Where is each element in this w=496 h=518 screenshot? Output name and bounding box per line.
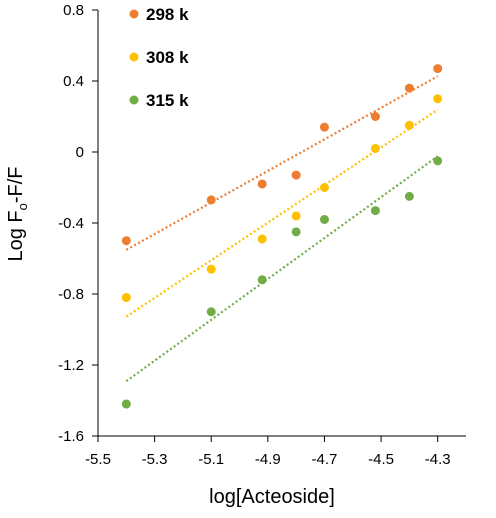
x-tick-label: -4.7 bbox=[312, 451, 338, 468]
data-point-308-k bbox=[121, 293, 131, 303]
x-tick-label: -5.1 bbox=[198, 451, 224, 468]
y-axis-title-subscript: o bbox=[15, 203, 30, 210]
data-point-298-k bbox=[370, 112, 380, 121]
data-point-298-k bbox=[121, 236, 131, 246]
legend-marker bbox=[129, 9, 139, 19]
data-point-308-k bbox=[404, 120, 414, 130]
legend-label: 308 k bbox=[146, 48, 189, 67]
data-point-298-k bbox=[404, 83, 414, 93]
legend-marker bbox=[129, 95, 139, 105]
legend-label: 315 k bbox=[146, 91, 189, 110]
x-tick-label: -5.3 bbox=[142, 451, 168, 468]
data-point-298-k bbox=[206, 195, 216, 205]
data-point-298-k bbox=[291, 170, 301, 180]
data-point-315-k bbox=[370, 206, 380, 216]
data-point-308-k bbox=[291, 211, 301, 221]
y-tick-label: -1.6 bbox=[58, 428, 84, 445]
data-point-315-k bbox=[121, 399, 131, 409]
data-point-308-k bbox=[370, 143, 380, 153]
data-point-308-k bbox=[319, 183, 329, 192]
y-tick-label: -0.4 bbox=[58, 215, 84, 232]
data-point-315-k bbox=[206, 307, 216, 317]
tick-labels: 0.8 0.4 0 -0.4 -0.8 -1.2 -1.6-5.5 -5.3 -5.1 -4.9 -… bbox=[58, 2, 450, 468]
trendlines bbox=[125, 75, 439, 383]
data-point-308-k bbox=[206, 264, 216, 274]
y-tick-label: -0.8 bbox=[58, 286, 84, 303]
y-tick-label: 0 bbox=[76, 144, 84, 161]
x-axis-title: log[Acteoside] bbox=[209, 486, 335, 508]
data-point-308-k bbox=[433, 94, 443, 104]
trendline-298-k bbox=[125, 75, 439, 251]
y-tick-label: 0.8 bbox=[63, 2, 84, 19]
y-tick-label: 0.4 bbox=[63, 73, 84, 90]
data-point-298-k bbox=[257, 179, 267, 189]
x-tick-label: -5.5 bbox=[85, 451, 111, 468]
y-axis-title: Log Fo-F/F bbox=[5, 166, 30, 261]
trendline-308-k bbox=[125, 108, 439, 318]
legend-marker bbox=[129, 52, 139, 62]
trendline-315-k bbox=[125, 155, 439, 383]
data-point-315-k bbox=[257, 275, 267, 285]
data-point-315-k bbox=[433, 156, 443, 166]
axes bbox=[92, 9, 466, 442]
y-tick-label: -1.2 bbox=[58, 357, 84, 374]
x-tick-label: -4.9 bbox=[255, 451, 281, 468]
legend-label: 298 k bbox=[146, 5, 189, 24]
data-point-298-k bbox=[433, 64, 443, 74]
data-point-315-k bbox=[291, 227, 301, 237]
data-point-298-k bbox=[319, 122, 329, 132]
data-point-315-k bbox=[319, 214, 329, 224]
y-axis-title-main: Log F bbox=[5, 210, 27, 261]
data-point-315-k bbox=[404, 191, 414, 201]
legend: 298 k 308 k 315 k bbox=[129, 5, 189, 110]
y-axis-title-tail: -F/F bbox=[5, 166, 27, 203]
x-tick-label: -4.5 bbox=[368, 451, 394, 468]
data-point-308-k bbox=[257, 234, 267, 244]
data-points bbox=[121, 64, 443, 409]
x-tick-label: -4.3 bbox=[425, 451, 451, 468]
